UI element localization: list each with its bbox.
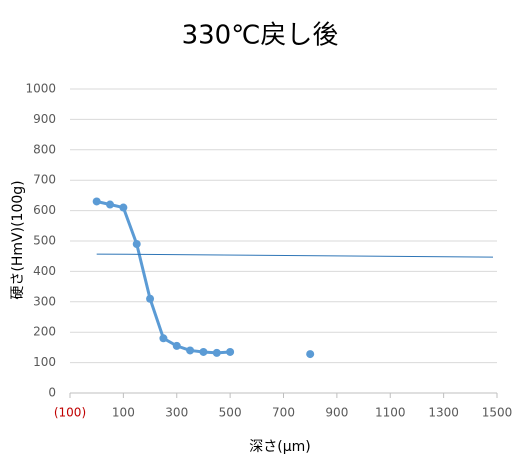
- series-line: [96, 253, 494, 258]
- data-point: [306, 350, 315, 359]
- y-tick-label: 0: [48, 386, 56, 400]
- x-tick-label: (100): [54, 406, 86, 420]
- y-tick-label: 300: [33, 294, 56, 308]
- x-tick-label: 500: [219, 406, 242, 420]
- y-tick-label: 1000: [25, 82, 56, 96]
- series-line: [96, 200, 231, 355]
- x-axis-label: 深さ(μm): [249, 439, 310, 455]
- y-tick-label: 500: [33, 234, 56, 248]
- x-tick-label: 900: [325, 406, 348, 420]
- y-tick-label: 800: [33, 142, 56, 156]
- data-point: [92, 197, 101, 206]
- x-tick-label: 1500: [482, 406, 513, 420]
- y-tick-label: 900: [33, 112, 56, 126]
- data-point: [146, 294, 155, 303]
- x-tick-label: 100: [112, 406, 135, 420]
- data-point: [212, 348, 221, 357]
- y-tick-label: 600: [33, 203, 56, 217]
- y-tick-label: 100: [33, 355, 56, 369]
- data-point: [199, 347, 208, 356]
- x-tick-label: 700: [272, 406, 295, 420]
- y-tick-label: 700: [33, 173, 56, 187]
- x-tick-label: 1100: [375, 406, 406, 420]
- data-point: [172, 341, 181, 350]
- x-tick-label: 1300: [428, 406, 459, 420]
- data-point: [159, 334, 168, 343]
- data-point: [226, 347, 235, 356]
- y-axis-label: 硬さ(HmV)(100g): [10, 180, 26, 299]
- chart-title: 330℃戻し後: [182, 21, 339, 51]
- y-tick-label: 200: [33, 325, 56, 339]
- data-point: [132, 240, 141, 249]
- x-tick-label: 300: [165, 406, 188, 420]
- data-point: [106, 200, 115, 209]
- y-tick-label: 400: [33, 264, 56, 278]
- data-point: [186, 346, 195, 355]
- data-point: [119, 203, 128, 212]
